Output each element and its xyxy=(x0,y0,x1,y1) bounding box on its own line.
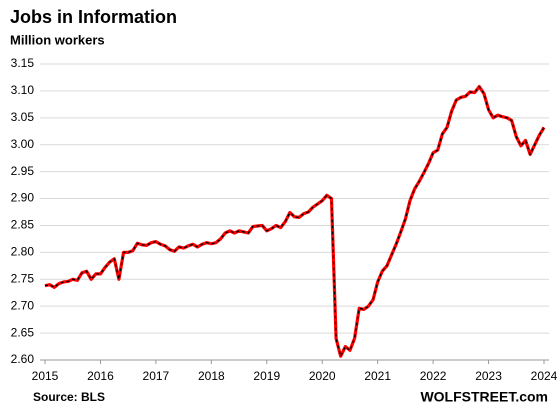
x-tick-label: 2020 xyxy=(309,369,336,383)
chart-title: Jobs in Information xyxy=(10,7,177,27)
x-tick-label: 2019 xyxy=(253,369,280,383)
y-tick-label: 2.95 xyxy=(11,164,35,178)
credit: WOLFSTREET.com xyxy=(420,389,548,405)
line xyxy=(44,85,546,358)
x-tick-label: 2022 xyxy=(420,369,447,383)
y-tick-label: 2.90 xyxy=(11,191,35,205)
x-tick-label: 2024 xyxy=(531,369,558,383)
y-tick-label: 3.00 xyxy=(11,137,35,151)
line-dash xyxy=(44,85,545,357)
y-tick-label: 3.10 xyxy=(11,83,35,97)
y-tick-label: 2.85 xyxy=(11,218,35,232)
x-tick-label: 2015 xyxy=(32,369,59,383)
y-tick-label: 2.65 xyxy=(11,325,35,339)
x-tick-label: 2023 xyxy=(475,369,502,383)
x-tick-label: 2016 xyxy=(87,369,114,383)
x-tick-label: 2018 xyxy=(198,369,225,383)
x-tick-label: 2017 xyxy=(143,369,170,383)
y-tick-label: 2.60 xyxy=(11,352,35,366)
source: Source: BLS xyxy=(33,390,105,404)
chart-subtitle: Million workers xyxy=(10,32,105,47)
x-tick-label: 2021 xyxy=(364,369,391,383)
y-tick-label: 3.05 xyxy=(11,110,35,124)
y-tick-label: 2.80 xyxy=(11,245,35,259)
y-tick-label: 3.15 xyxy=(11,56,35,70)
y-tick-label: 2.70 xyxy=(11,298,35,312)
y-tick-label: 2.75 xyxy=(11,271,35,285)
